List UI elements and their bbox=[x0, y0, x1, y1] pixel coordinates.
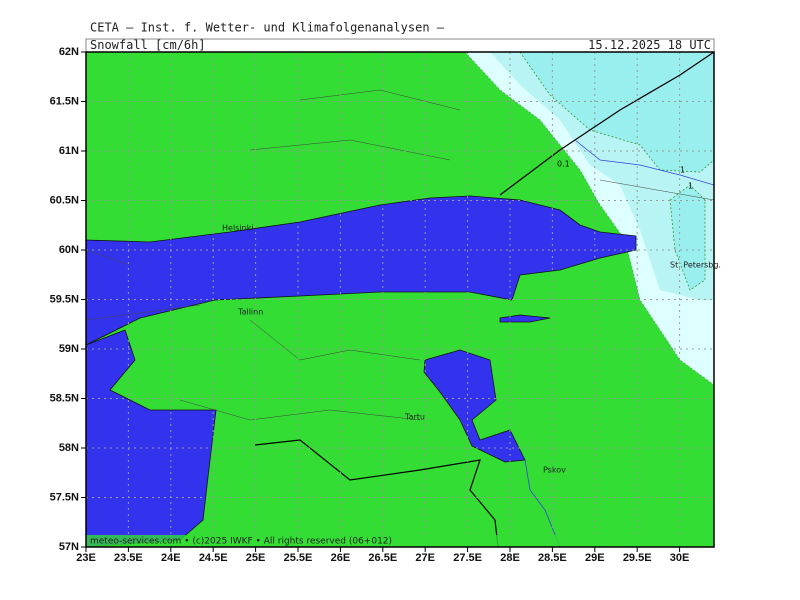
lake-peipus bbox=[423, 349, 526, 463]
place-label: Tartu bbox=[404, 413, 425, 422]
place-label: Tallinn bbox=[237, 308, 263, 317]
lon-label: 24E bbox=[161, 552, 181, 564]
gulf-of-finland bbox=[86, 195, 637, 346]
lon-label: 23E bbox=[76, 552, 96, 564]
lon-label: 28.5E bbox=[538, 552, 567, 564]
lon-label: 26.5E bbox=[368, 552, 397, 564]
lon-label: 25.5E bbox=[284, 552, 313, 564]
lat-label: 61.5N bbox=[50, 95, 79, 107]
border bbox=[499, 52, 714, 196]
parameter-label: Snowfall [cm/6h] bbox=[90, 38, 206, 52]
lon-label: 27.5E bbox=[453, 552, 482, 564]
lat-label: 60N bbox=[59, 244, 79, 256]
contour-label: 1 bbox=[680, 166, 685, 175]
lake bbox=[499, 314, 551, 323]
lon-label: 25E bbox=[246, 552, 266, 564]
lon-label: 27E bbox=[415, 552, 435, 564]
place-label: Pskov bbox=[543, 466, 566, 475]
lon-label: 26E bbox=[331, 552, 351, 564]
lon-label: 29E bbox=[585, 552, 605, 564]
contour-label: 0.1 bbox=[557, 160, 570, 169]
lat-label: 61N bbox=[59, 145, 79, 157]
river bbox=[524, 459, 561, 547]
lat-label: 62N bbox=[59, 46, 79, 58]
footer: meteo-services.com • (c)2025 IWKF • All … bbox=[90, 537, 392, 547]
lat-label: 59N bbox=[59, 343, 79, 355]
map-area: meteo-services.com • (c)2025 IWKF • All … bbox=[86, 52, 714, 547]
lon-label: 23.5E bbox=[114, 552, 143, 564]
place-label: St. Petersbg. bbox=[670, 261, 721, 270]
labels: 62N 61.5N 61N 60.5N 60N 59.5N 59N 58.5N 58N 57.5N… bbox=[50, 46, 721, 564]
lat-label: 58.5N bbox=[50, 392, 79, 404]
valid-time: 15.12.2025 18 UTC bbox=[588, 38, 711, 52]
river bbox=[574, 139, 714, 186]
lon-label: 30E bbox=[670, 552, 690, 564]
grid bbox=[86, 52, 714, 547]
lat-label: 59.5N bbox=[50, 293, 79, 305]
lon-label: 24.5E bbox=[199, 552, 228, 564]
footer-bar bbox=[86, 535, 714, 547]
lat-label: 60.5N bbox=[50, 194, 79, 206]
lon-label: 28E bbox=[500, 552, 520, 564]
admin-boundary bbox=[86, 89, 714, 421]
header-title: CETA — Inst. f. Wetter- und Klimafolgena… bbox=[90, 21, 445, 35]
lon-label: 29.5E bbox=[623, 552, 652, 564]
border bbox=[254, 439, 499, 547]
place-label: Helsinki bbox=[222, 224, 253, 233]
lat-label: 57.5N bbox=[50, 491, 79, 503]
snow-area-medium-2 bbox=[669, 184, 706, 291]
contour-label: 1 bbox=[688, 182, 693, 191]
lat-label: 57N bbox=[59, 541, 79, 553]
lat-label: 58N bbox=[59, 442, 79, 454]
